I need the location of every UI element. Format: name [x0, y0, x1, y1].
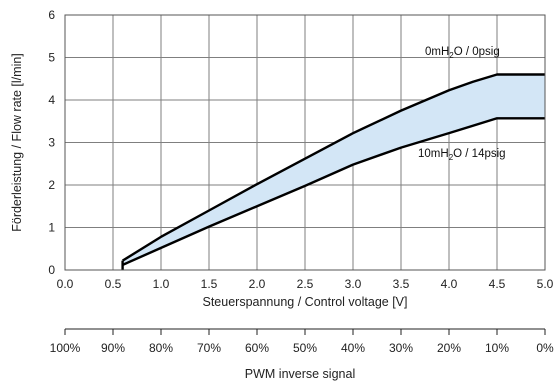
- annotation-0mh2o-sub: 2: [449, 51, 454, 60]
- annotation-0mh2o: 0mH2O / 0psig: [425, 46, 500, 60]
- pwm-tick-labels: 100% 90% 80% 70% 60% 50% 40% 30% 20% 10% 0%: [50, 341, 554, 355]
- pwm-tick-label: 20%: [437, 341, 461, 355]
- series-line-10mh2o: [122, 117, 545, 266]
- annotation-10mh2o-base: 10mH: [418, 148, 449, 160]
- pwm-tick-label: 70%: [197, 341, 221, 355]
- y-tick-label: 0: [48, 263, 55, 277]
- annotation-10mh2o: 10mH2O / 14psig: [418, 148, 506, 162]
- annotation-0mh2o-rest: O / 0psig: [454, 46, 500, 58]
- pwm-axis-label: PWM inverse signal: [245, 367, 355, 381]
- x-tick-label: 5.0: [537, 277, 554, 291]
- pwm-tick-label: 90%: [101, 341, 125, 355]
- y-axis-label: Förderleistung / Flow rate [l/min]: [10, 53, 24, 232]
- x-tick-label: 0.5: [105, 277, 122, 291]
- pwm-tick-label: 0%: [536, 341, 554, 355]
- y-tick-label: 3: [48, 136, 55, 150]
- pwm-tick-label: 60%: [245, 341, 269, 355]
- x-tick-label: 1.0: [153, 277, 170, 291]
- pwm-tick-label: 80%: [149, 341, 173, 355]
- x-tick-label: 0.0: [57, 277, 74, 291]
- y-tick-label: 4: [48, 93, 55, 107]
- x-tick-labels: 0.0 0.5 1.0 1.5 2.0 2.5 3.0 3.5 4.0 4.5 5.0: [57, 277, 554, 291]
- y-tick-label: 5: [48, 51, 55, 65]
- pwm-tick-label: 30%: [389, 341, 413, 355]
- x-axis-label: Steuerspannung / Control voltage [V]: [203, 295, 408, 309]
- series-line-0mh2o: [121, 73, 545, 262]
- annotation-0mh2o-base: 0mH: [425, 46, 449, 58]
- y-tick-label: 2: [48, 178, 55, 192]
- plot-frame: [64, 14, 546, 271]
- pwm-tick-label: 40%: [341, 341, 365, 355]
- y-tick-label: 1: [48, 221, 55, 235]
- x-tick-label: 4.5: [489, 277, 506, 291]
- y-tick-labels: 0 1 2 3 4 5 6: [48, 8, 55, 277]
- annotation-10mh2o-rest: O / 14psig: [453, 148, 505, 160]
- x-tick-label: 4.0: [441, 277, 458, 291]
- y-tick-label: 6: [48, 8, 55, 22]
- x-tick-label: 3.0: [345, 277, 362, 291]
- pwm-tick-label: 50%: [293, 341, 317, 355]
- x-tick-label: 1.5: [201, 277, 218, 291]
- pwm-tick-label: 100%: [50, 341, 81, 355]
- x-tick-label: 2.0: [249, 277, 266, 291]
- x-tick-label: 3.5: [393, 277, 410, 291]
- x-tick-label: 2.5: [297, 277, 314, 291]
- annotation-10mh2o-sub: 2: [449, 153, 454, 162]
- pwm-tick-marks: [64, 329, 546, 335]
- pwm-tick-label: 10%: [485, 341, 509, 355]
